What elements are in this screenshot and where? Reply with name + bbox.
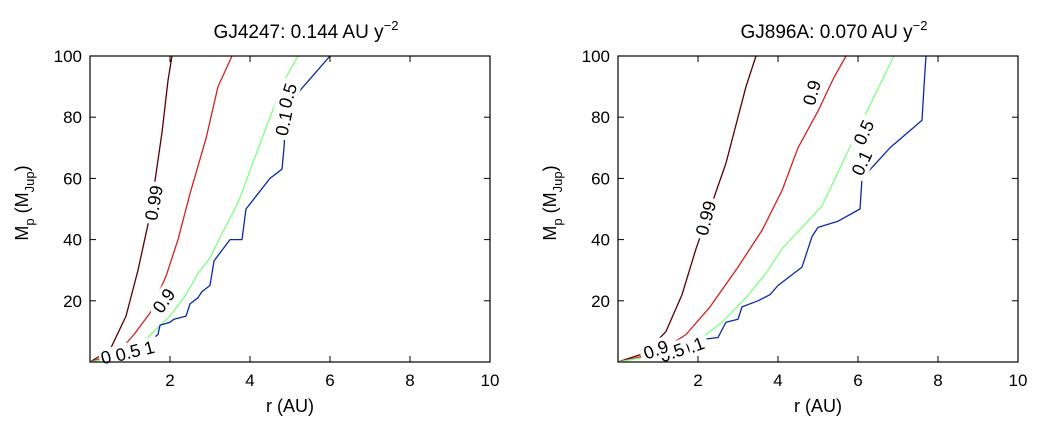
y-axis-label-main: M (540, 226, 560, 241)
contour-line-0-5 (89, 55, 299, 363)
contour-label-group: 0.9 (146, 281, 182, 320)
x-tick-label: 6 (325, 371, 334, 390)
x-tick-label: 10 (481, 371, 500, 390)
chart-title-text: GJ896A: 0.070 AU y (741, 22, 914, 43)
contour-line-0-99 (617, 55, 757, 363)
contour-label-group: 0.99 (140, 180, 168, 226)
y-tick-label: 100 (54, 47, 82, 66)
contour-label-group: 0 (96, 345, 116, 369)
chart-title: GJ4247: 0.144 AU y−2 (214, 18, 399, 43)
contour-label-background (109, 338, 147, 367)
contour-label-background (140, 180, 168, 226)
x-tick-label: 4 (245, 371, 254, 390)
x-tick-label: 2 (165, 371, 174, 390)
x-tick-label: 2 (693, 371, 702, 390)
chart-title: GJ896A: 0.070 AU y−2 (741, 18, 928, 43)
contour-label-group: 0.9 (798, 74, 826, 111)
contour-label-background (273, 77, 303, 115)
contour-label: 0.99 (141, 184, 167, 222)
y-tick-label: 20 (63, 292, 82, 311)
y-axis-label-subscript: p (22, 218, 37, 225)
contour-label-background (637, 334, 675, 365)
y-axis-label-subscript: Jup (22, 171, 37, 192)
plot-frame (617, 55, 1019, 363)
x-axis-label: r (AU) (266, 396, 314, 416)
contour-line-0-5 (617, 55, 895, 363)
x-tick-label: 8 (933, 371, 942, 390)
chart-panel-gj4247: 0.990.90.50.10.10.5024681020406080100GJ4… (12, 18, 499, 416)
contour-label: 0.9 (799, 78, 825, 107)
contour-label: 0 (99, 346, 114, 368)
contour-line-0-99 (89, 55, 173, 363)
y-tick-label: 60 (591, 169, 610, 188)
plot-frame (89, 55, 491, 363)
y-axis-label-middle: (M (540, 192, 560, 218)
contour-label-group: 0.5 (848, 113, 880, 152)
contour-label-group: 0.9 (637, 334, 675, 365)
x-tick-label: 8 (405, 371, 414, 390)
chart-title-superscript: −2 (913, 18, 928, 33)
chart-title-superscript: −2 (384, 18, 399, 33)
contour-label-group: 0.99 (690, 195, 722, 242)
y-tick-label: 60 (63, 169, 82, 188)
y-axis-label-main: M (12, 226, 32, 241)
contour-label: 0.99 (692, 199, 720, 238)
contour-label-group: 0.1 (846, 144, 878, 183)
contour-label-background (270, 105, 298, 142)
contour-line-0-1 (693, 55, 927, 342)
contour-label-background (146, 281, 182, 320)
contour-label-background (798, 74, 826, 111)
x-tick-label: 6 (853, 371, 862, 390)
y-axis-label-middle: (M (12, 192, 32, 218)
contour-label-background (96, 345, 116, 369)
y-tick-label: 40 (591, 231, 610, 250)
y-axis-label-end: ) (540, 165, 560, 171)
y-tick-label: 40 (63, 231, 82, 250)
y-tick-label: 80 (63, 108, 82, 127)
y-axis-label-subscript: p (550, 218, 565, 225)
y-axis-label: Mp (MJup) (540, 165, 565, 240)
y-tick-label: 20 (591, 292, 610, 311)
contour-label: 0.1 (272, 109, 297, 138)
contour-label-background (848, 113, 880, 152)
y-tick-label: 100 (582, 47, 610, 66)
contour-label-background (690, 195, 722, 242)
contour-label-group: 0.1 (270, 105, 298, 142)
x-axis-label: r (AU) (794, 396, 842, 416)
x-tick-label: 4 (773, 371, 782, 390)
y-axis-label-subscript: Jup (550, 171, 565, 192)
chart-title-text: GJ4247: 0.144 AU y (214, 22, 385, 43)
x-tick-label: 10 (1009, 371, 1028, 390)
y-axis-label-end: ) (12, 165, 32, 171)
contour-line-0-1 (149, 55, 331, 342)
y-axis-label: Mp (MJup) (12, 165, 37, 240)
y-tick-label: 80 (591, 108, 610, 127)
chart-panel-gj896a: 0.990.90.50.10.10.50.924681020406080100G… (540, 18, 1027, 416)
contour-label-background (846, 144, 878, 183)
